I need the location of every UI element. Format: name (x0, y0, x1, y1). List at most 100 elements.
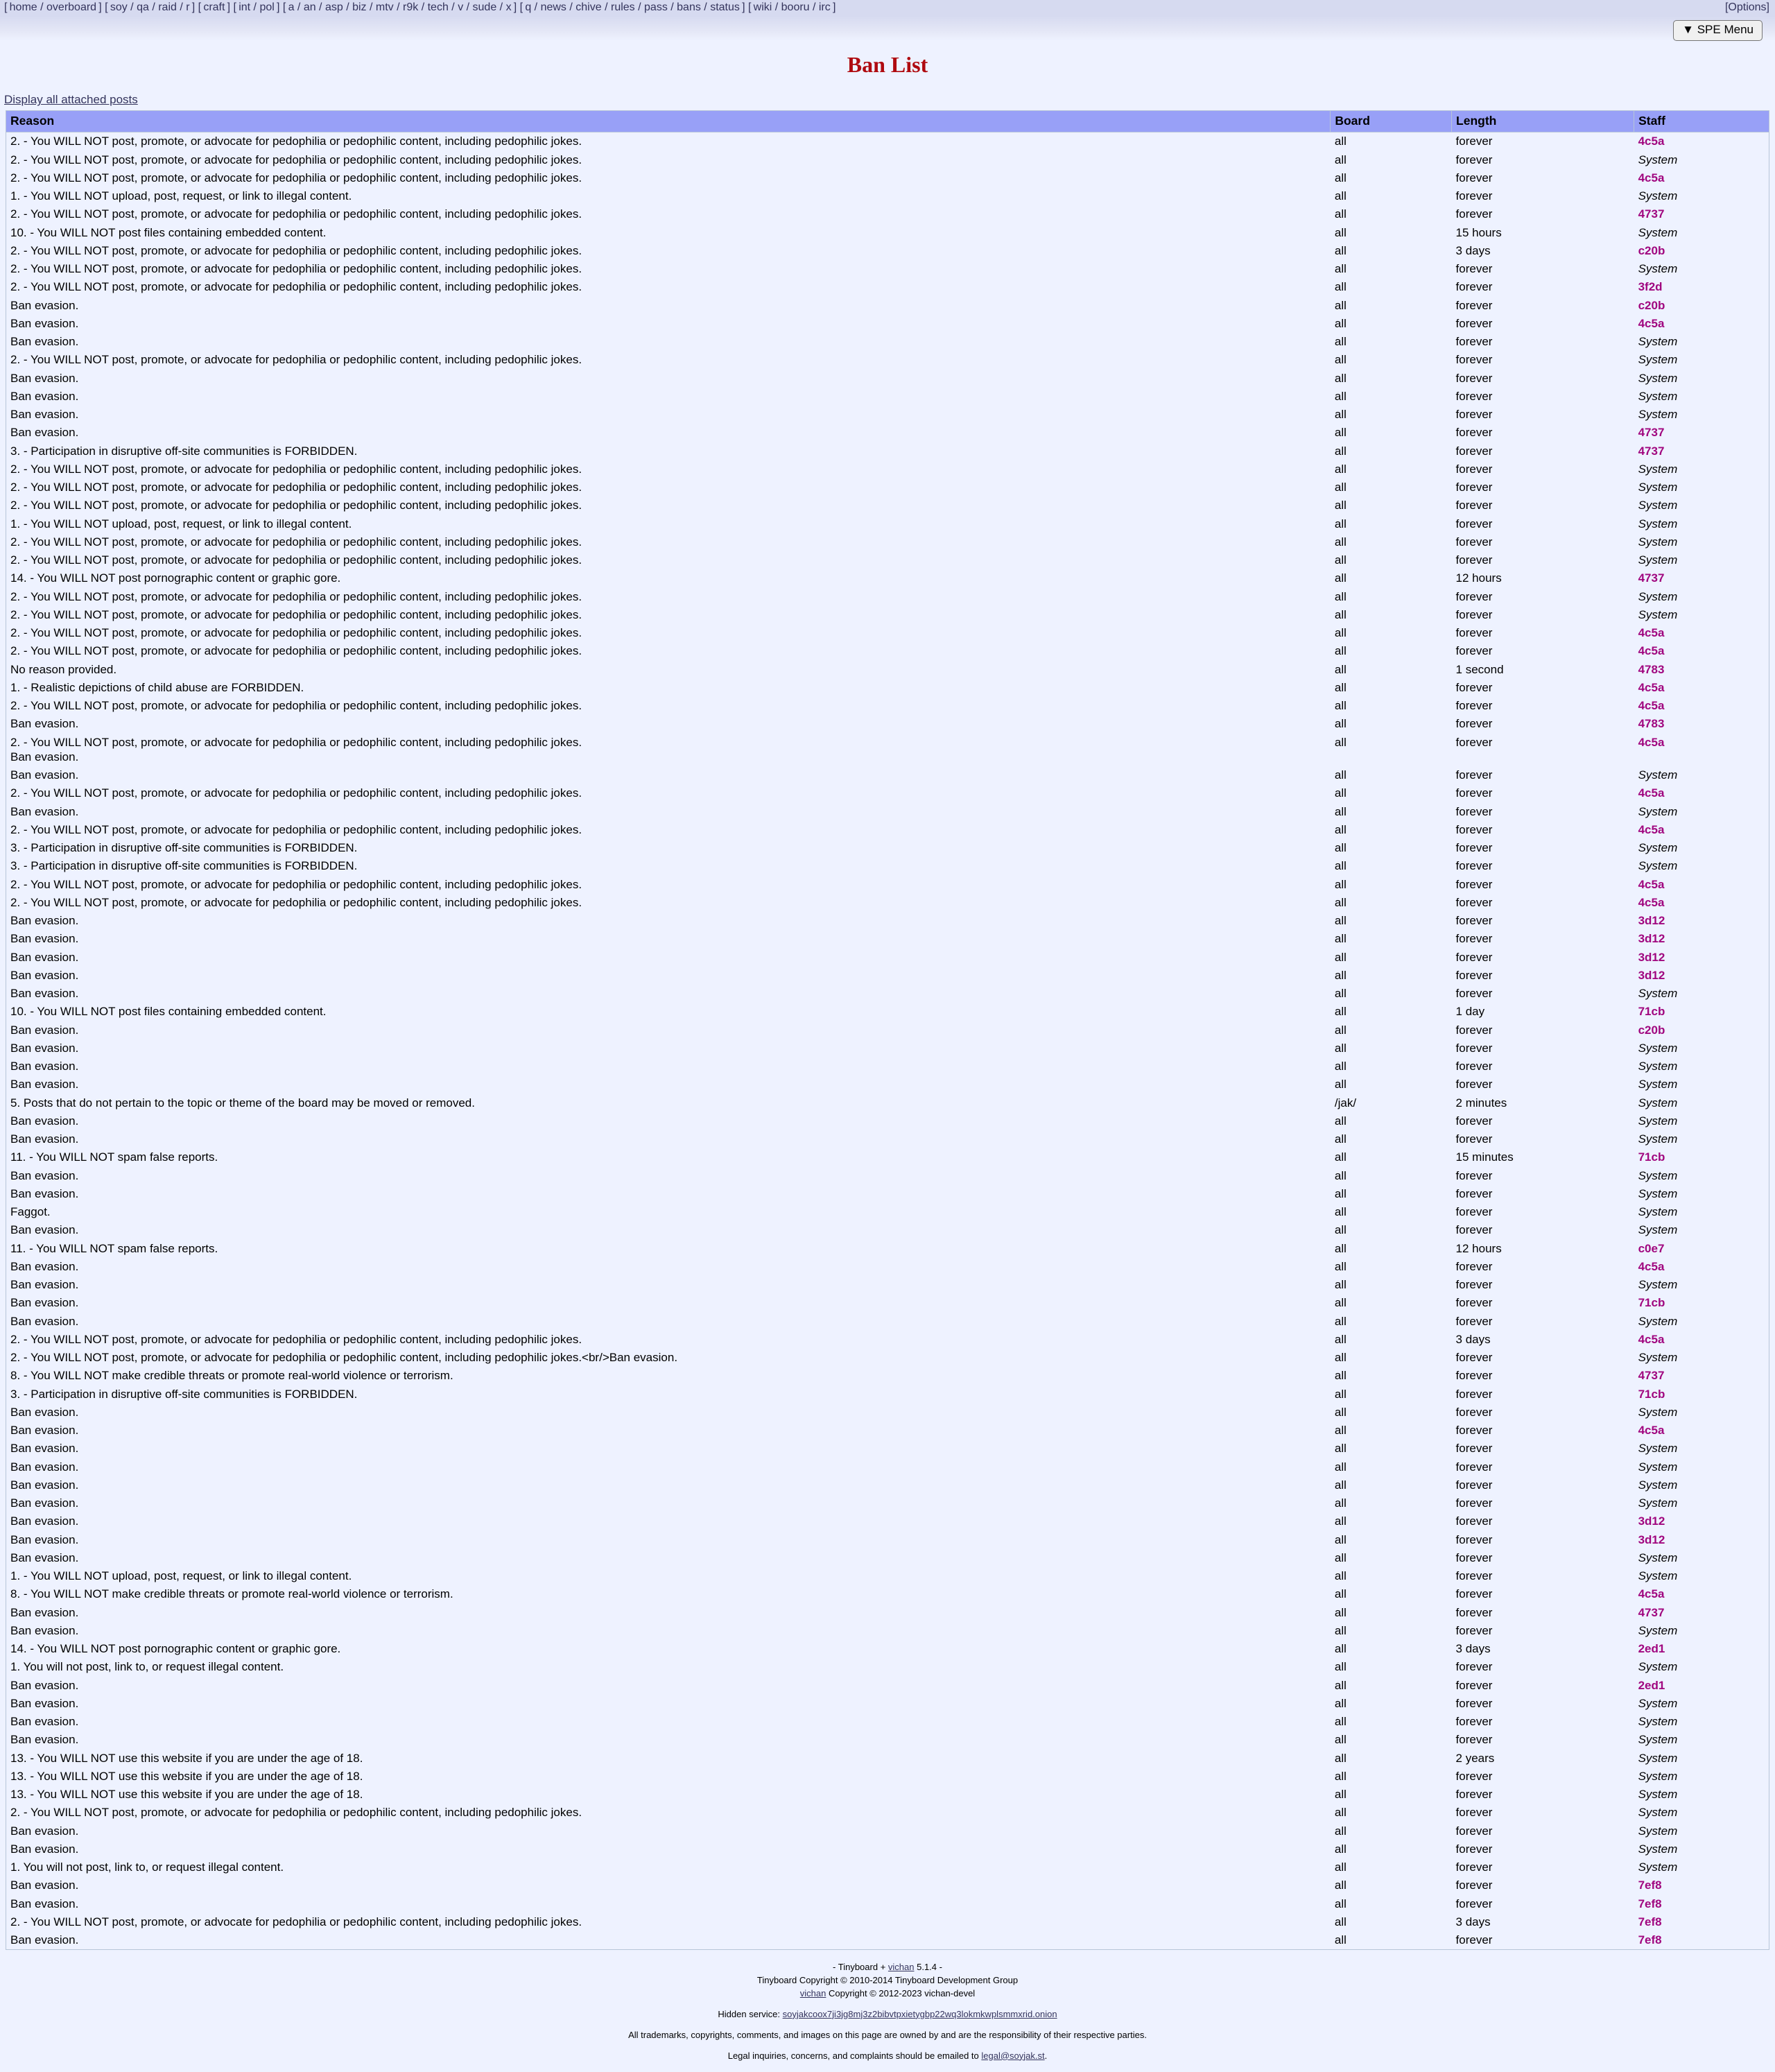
boardlist-link-x[interactable]: x (505, 1, 512, 13)
boardlist-link-overboard[interactable]: overboard (46, 1, 97, 13)
boardlist-link-soy[interactable]: soy (110, 1, 128, 13)
staff-mod-link[interactable]: 4c5a (1638, 735, 1665, 749)
staff-mod-link[interactable]: 4c5a (1638, 644, 1665, 658)
staff-mod-link[interactable]: 4c5a (1638, 895, 1665, 909)
staff-mod-link[interactable]: 4c5a (1638, 135, 1665, 148)
staff-mod-link[interactable]: 3d12 (1638, 950, 1665, 964)
staff-mod-link[interactable]: 4c5a (1638, 822, 1665, 836)
boardlist-link-pol[interactable]: pol (259, 1, 275, 13)
staff-mod-link[interactable]: 3d12 (1638, 932, 1665, 946)
staff-mod-link[interactable]: 4c5a (1638, 1587, 1665, 1601)
boardlist-link-an[interactable]: an (303, 1, 316, 13)
cell-staff: System (1634, 985, 1769, 1003)
boardlist-link-home[interactable]: home (9, 1, 37, 13)
boardlist-link-booru[interactable]: booru (781, 1, 810, 13)
staff-system-label: System (1638, 768, 1678, 782)
boardlist-link-q[interactable]: q (525, 1, 532, 13)
options-link[interactable]: [Options] (1724, 1, 1769, 13)
staff-mod-link[interactable]: 4c5a (1638, 316, 1665, 330)
boardlist-link-raid[interactable]: raid (158, 1, 177, 13)
staff-mod-link[interactable]: 4c5a (1638, 171, 1665, 184)
staff-mod-link[interactable]: 4737 (1638, 426, 1665, 440)
staff-mod-link[interactable]: 71cb (1638, 1150, 1665, 1164)
cell-staff: 4737 (1634, 442, 1769, 460)
staff-mod-link[interactable]: 7ef8 (1638, 1897, 1662, 1910)
table-row: Ban evasion. all forever 4c5a (6, 1422, 1769, 1440)
cell-staff: System (1634, 551, 1769, 569)
boardlist-link-pass[interactable]: pass (644, 1, 668, 13)
column-header-board[interactable]: Board (1330, 110, 1453, 133)
staff-mod-link[interactable]: 3d12 (1638, 968, 1665, 982)
staff-mod-link[interactable]: 3f2d (1638, 280, 1663, 294)
boardlist-link-tech[interactable]: tech (427, 1, 449, 13)
staff-mod-link[interactable]: 7ef8 (1638, 1933, 1662, 1947)
staff-mod-link[interactable]: 3d12 (1638, 1514, 1665, 1528)
boardlist-separator: / (601, 1, 611, 13)
boardlist-link-irc[interactable]: irc (818, 1, 831, 13)
boardlist-link-asp[interactable]: asp (324, 1, 343, 13)
hidden-service-onion-link[interactable]: soyjakcoox7ji3jg8mj3z2bibvtpxietygbp22wq… (782, 2008, 1057, 2019)
staff-mod-link[interactable]: 71cb (1638, 1005, 1665, 1019)
column-header-staff[interactable]: Staff (1634, 110, 1769, 133)
staff-mod-link[interactable]: 71cb (1638, 1296, 1665, 1310)
boardlist-nav[interactable]: [ home / overboard ] [ soy / qa / raid /… (0, 0, 1775, 17)
staff-mod-link[interactable]: 4737 (1638, 207, 1665, 221)
cell-board: all (1334, 1514, 1347, 1528)
display-all-attached-posts-link[interactable]: Display all attached posts (4, 93, 138, 107)
boardlist-link-news[interactable]: news (540, 1, 566, 13)
staff-mod-link[interactable]: c20b (1638, 298, 1665, 312)
boardlist-link-int[interactable]: int (239, 1, 251, 13)
staff-mod-link[interactable]: 7ef8 (1638, 1879, 1662, 1892)
vichan-link-top[interactable]: vichan (888, 1962, 915, 1973)
cell-length: forever (1455, 1460, 1493, 1474)
staff-mod-link[interactable]: c20b (1638, 243, 1665, 257)
staff-mod-link[interactable]: 71cb (1638, 1387, 1665, 1401)
boardlist-link-chive[interactable]: chive (575, 1, 602, 13)
boardlist-link-r9k[interactable]: r9k (403, 1, 419, 13)
boardlist-link-wiki[interactable]: wiki (753, 1, 772, 13)
staff-mod-link[interactable]: 4737 (1638, 444, 1665, 458)
staff-system-label: System (1638, 607, 1678, 621)
staff-mod-link[interactable]: c20b (1638, 1023, 1665, 1037)
boardlist-link-rules[interactable]: rules (610, 1, 635, 13)
boardlist-link-craft[interactable]: craft (203, 1, 225, 13)
staff-mod-link[interactable]: 4c5a (1638, 1332, 1665, 1346)
cell-length: forever (1455, 1879, 1493, 1892)
boardlist-link-a[interactable]: a (288, 1, 295, 13)
staff-mod-link[interactable]: 4783 (1638, 717, 1665, 731)
staff-mod-link[interactable]: 4c5a (1638, 680, 1665, 694)
vichan-link-bottom[interactable]: vichan (799, 1988, 826, 1999)
boardlist-link-mtv[interactable]: mtv (375, 1, 394, 13)
staff-mod-link[interactable]: 4c5a (1638, 626, 1665, 640)
staff-mod-link[interactable]: 4c5a (1638, 699, 1665, 713)
staff-mod-link[interactable]: 4c5a (1638, 1259, 1665, 1273)
legal-email-link[interactable]: legal@soyjak.st (981, 2050, 1045, 2061)
staff-mod-link[interactable]: 3d12 (1638, 914, 1665, 928)
boardlist-link-sude[interactable]: sude (472, 1, 497, 13)
boardlist-link-bans[interactable]: bans (677, 1, 701, 13)
staff-mod-link[interactable]: 4c5a (1638, 786, 1665, 800)
staff-mod-link[interactable]: 4c5a (1638, 1424, 1665, 1438)
boardlist-link-r[interactable]: r (186, 1, 190, 13)
staff-mod-link[interactable]: 2ed1 (1638, 1642, 1665, 1656)
boardlist-link-biz[interactable]: biz (352, 1, 367, 13)
cell-staff: 7ef8 (1634, 1895, 1769, 1913)
column-header-reason[interactable]: Reason (5, 110, 1331, 133)
staff-mod-link[interactable]: 4c5a (1638, 877, 1665, 891)
staff-mod-link[interactable]: 4737 (1638, 1605, 1665, 1619)
table-row: Ban evasion. all forever 7ef8 (6, 1895, 1769, 1913)
staff-mod-link[interactable]: 4783 (1638, 662, 1665, 676)
cell-length: forever (1455, 135, 1493, 148)
staff-mod-link[interactable]: 2ed1 (1638, 1678, 1665, 1692)
staff-mod-link[interactable]: 4737 (1638, 571, 1665, 585)
boardlist-link-v[interactable]: v (458, 1, 464, 13)
spe-menu-button[interactable]: ▼ SPE Menu (1673, 20, 1763, 42)
column-header-length[interactable]: Length (1451, 110, 1635, 133)
staff-mod-link[interactable]: 4737 (1638, 1369, 1665, 1383)
staff-mod-link[interactable]: 7ef8 (1638, 1915, 1662, 1928)
boardlist-link-qa[interactable]: qa (137, 1, 149, 13)
boardlist-link-status[interactable]: status (710, 1, 740, 13)
staff-mod-link[interactable]: 3d12 (1638, 1533, 1665, 1546)
staff-mod-link[interactable]: c0e7 (1638, 1241, 1665, 1255)
cell-staff: 4c5a (1634, 132, 1769, 151)
